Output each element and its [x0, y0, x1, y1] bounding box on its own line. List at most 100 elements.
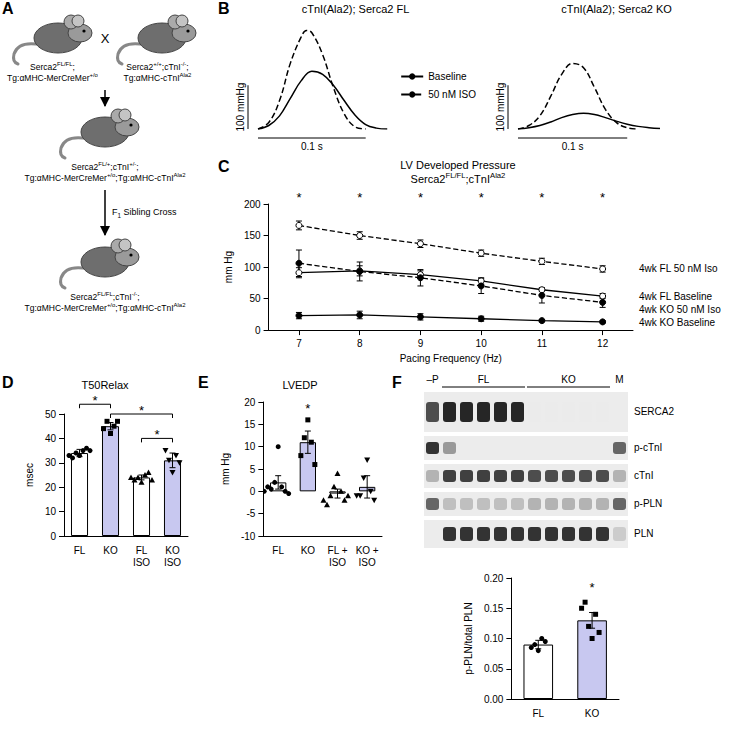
html-text:F: F [392, 374, 402, 391]
html-text:LV Developed Pressure: LV Developed Pressure [400, 159, 516, 171]
svg-text:KO: KO [561, 374, 576, 385]
html-text:Serca2FL/FL;cTnI-/-;: Serca2FL/FL;cTnI-/-; [70, 291, 140, 302]
svg-text:0: 0 [255, 325, 261, 336]
svg-text:*: * [357, 190, 362, 205]
html-text:Tg:αMHC-MerCreMer+/o;Tg:αMHC-c: Tg:αMHC-MerCreMer+/o;Tg:αMHC-cTnIAla2 [24, 172, 186, 183]
svg-text:7: 7 [296, 338, 302, 349]
svg-text:*: * [590, 580, 595, 595]
svg-text:10: 10 [45, 506, 57, 517]
svg-text:20: 20 [244, 397, 256, 408]
html-text:cTnI(Ala2); Serca2 KO: cTnI(Ala2); Serca2 KO [561, 3, 672, 15]
svg-text:KO: KO [165, 545, 180, 556]
svg-text:p-PLN/total PLN: p-PLN/total PLN [463, 602, 474, 674]
svg-text:FL: FL [532, 708, 544, 719]
svg-text:FL: FL [74, 545, 86, 556]
svg-text:50: 50 [249, 293, 261, 304]
svg-text:KO: KO [585, 708, 600, 719]
svg-text:4wk FL 50 nM Iso: 4wk FL 50 nM Iso [639, 263, 718, 274]
svg-text:*: * [539, 190, 544, 205]
svg-text:100 mmHg: 100 mmHg [495, 83, 506, 132]
svg-text:4wk KO 50 nM Iso: 4wk KO 50 nM Iso [639, 304, 721, 315]
svg-text:10: 10 [476, 338, 488, 349]
svg-text:FL: FL [272, 545, 284, 556]
html-text:X: X [100, 31, 110, 46]
svg-text:p-cTnI: p-cTnI [634, 442, 662, 453]
svg-text:mm Hg: mm Hg [220, 453, 231, 485]
svg-text:0: 0 [50, 531, 56, 542]
html-text:Tg:αMHC-MerCreMer+/o;Tg:αMHC-c: Tg:αMHC-MerCreMer+/o;Tg:αMHC-cTnIAla2 [24, 302, 186, 313]
svg-text:*: * [92, 393, 97, 408]
svg-text:*: * [418, 190, 423, 205]
svg-text:50: 50 [45, 409, 57, 420]
svg-text:*: * [296, 190, 301, 205]
html-text:Tg:αMHC-cTnIAla2: Tg:αMHC-cTnIAla2 [123, 72, 192, 83]
svg-text:15: 15 [244, 419, 256, 430]
svg-text:11: 11 [537, 338, 548, 349]
svg-text:12: 12 [597, 338, 609, 349]
html-text:Serca2+/+;cTnI-/-;: Serca2+/+;cTnI-/-; [126, 61, 189, 72]
svg-text:0.10: 0.10 [484, 633, 504, 644]
svg-text:4wk FL Baseline: 4wk FL Baseline [639, 291, 712, 302]
svg-text:40: 40 [45, 433, 57, 444]
svg-text:KO +: KO + [356, 545, 379, 556]
svg-text:0.15: 0.15 [484, 603, 504, 614]
svg-text:200: 200 [244, 199, 261, 210]
svg-text:*: * [139, 403, 144, 418]
html-text:C: C [218, 158, 230, 175]
svg-text:M: M [615, 374, 623, 385]
svg-text:0.1 s: 0.1 s [301, 141, 323, 152]
html-text:A: A [2, 0, 14, 17]
html-text:Tg:αMHC-MerCreMer+/o: Tg:αMHC-MerCreMer+/o [7, 72, 98, 83]
svg-text:0.1 s: 0.1 s [562, 141, 584, 152]
svg-text:150: 150 [244, 230, 261, 241]
svg-text:cTnI: cTnI [634, 470, 653, 481]
svg-text:msec: msec [24, 463, 35, 487]
html-text:cTnI(Ala2); Serca2 FL: cTnI(Ala2); Serca2 FL [301, 3, 410, 15]
svg-text:ISO: ISO [329, 557, 346, 568]
svg-text:9: 9 [418, 338, 424, 349]
svg-text:T50Relax: T50Relax [81, 379, 129, 391]
svg-text:0.20: 0.20 [484, 573, 504, 584]
svg-text:5: 5 [250, 464, 256, 475]
svg-text:30: 30 [45, 457, 57, 468]
svg-text:LVEDP: LVEDP [282, 379, 317, 391]
svg-text:0.05: 0.05 [484, 663, 504, 674]
html-text:Serca2FL/FL;: Serca2FL/FL; [30, 61, 75, 72]
svg-text:*: * [305, 401, 310, 416]
svg-text:4wk KO Baseline: 4wk KO Baseline [639, 317, 716, 328]
svg-text:8: 8 [357, 338, 363, 349]
svg-text:*: * [600, 190, 605, 205]
svg-text:PLN: PLN [634, 528, 653, 539]
svg-text:–P: –P [426, 374, 439, 385]
html-text:F1Sibling Cross: F1Sibling Cross [112, 207, 177, 219]
svg-text:*: * [154, 427, 159, 442]
svg-text:Baseline: Baseline [428, 71, 467, 82]
html-text:Serca2FL/FL;cTnIAla2: Serca2FL/FL;cTnIAla2 [410, 171, 506, 185]
html-text:E: E [198, 374, 209, 391]
svg-text:0: 0 [250, 486, 256, 497]
svg-text:ISO: ISO [133, 557, 150, 568]
svg-text:100: 100 [244, 262, 261, 273]
svg-text:mm Hg: mm Hg [223, 251, 234, 283]
svg-text:Pacing Frequency (Hz): Pacing Frequency (Hz) [400, 353, 502, 364]
html-text:B: B [218, 0, 230, 17]
svg-text:SERCA2: SERCA2 [634, 406, 674, 417]
svg-text:*: * [479, 190, 484, 205]
html-text:D: D [2, 374, 14, 391]
svg-text:100 mmHg: 100 mmHg [235, 83, 246, 132]
svg-text:FL: FL [478, 374, 490, 385]
svg-text:-5: -5 [246, 508, 255, 519]
svg-text:KO: KO [103, 545, 118, 556]
svg-text:-10: -10 [241, 531, 256, 542]
svg-text:50 nM ISO: 50 nM ISO [428, 89, 476, 100]
svg-text:KO: KO [301, 545, 316, 556]
svg-text:0.00: 0.00 [484, 694, 504, 705]
html-text:Serca2FL/+;cTnI+/-;: Serca2FL/+;cTnI+/-; [71, 161, 139, 172]
svg-text:ISO: ISO [359, 557, 376, 568]
svg-text:FL +: FL + [328, 545, 348, 556]
svg-text:p-PLN: p-PLN [634, 498, 662, 509]
svg-text:ISO: ISO [164, 557, 181, 568]
svg-text:10: 10 [244, 441, 256, 452]
svg-text:FL: FL [136, 545, 148, 556]
svg-text:20: 20 [45, 482, 57, 493]
